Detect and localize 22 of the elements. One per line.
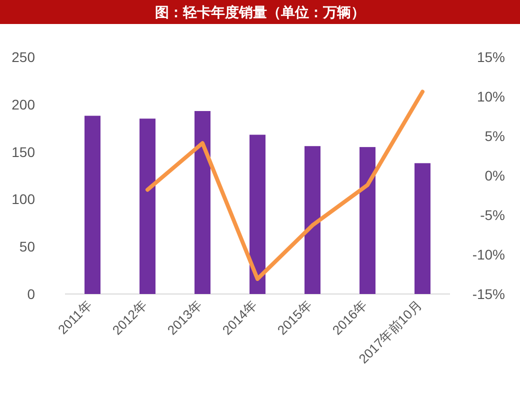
y2-tick-label: -5% bbox=[480, 207, 505, 223]
line-series bbox=[146, 90, 424, 281]
y2-tick-label: 10% bbox=[476, 88, 505, 104]
bar bbox=[84, 116, 100, 294]
y-tick-label: 0 bbox=[27, 286, 36, 302]
bar bbox=[250, 134, 266, 294]
chart-title: 图：轻卡年度销量（单位：万辆） bbox=[155, 4, 365, 20]
y2-tick-label: 0% bbox=[484, 168, 505, 184]
y-tick-label: 250 bbox=[12, 49, 36, 65]
bar bbox=[304, 146, 320, 294]
y-tick-label: 200 bbox=[12, 96, 36, 112]
bar bbox=[140, 118, 156, 294]
y2-tick-label: 5% bbox=[484, 128, 505, 144]
y2-tick-label: -10% bbox=[472, 246, 505, 262]
bar bbox=[194, 111, 210, 294]
y-tick-label: 50 bbox=[19, 238, 36, 255]
y2-tick-label: -15% bbox=[472, 286, 505, 302]
y-tick-label: 150 bbox=[12, 144, 36, 160]
bar bbox=[414, 163, 430, 294]
bar bbox=[360, 147, 376, 294]
y-tick-label: 100 bbox=[12, 191, 36, 208]
y2-tick-label: 15% bbox=[476, 49, 505, 65]
